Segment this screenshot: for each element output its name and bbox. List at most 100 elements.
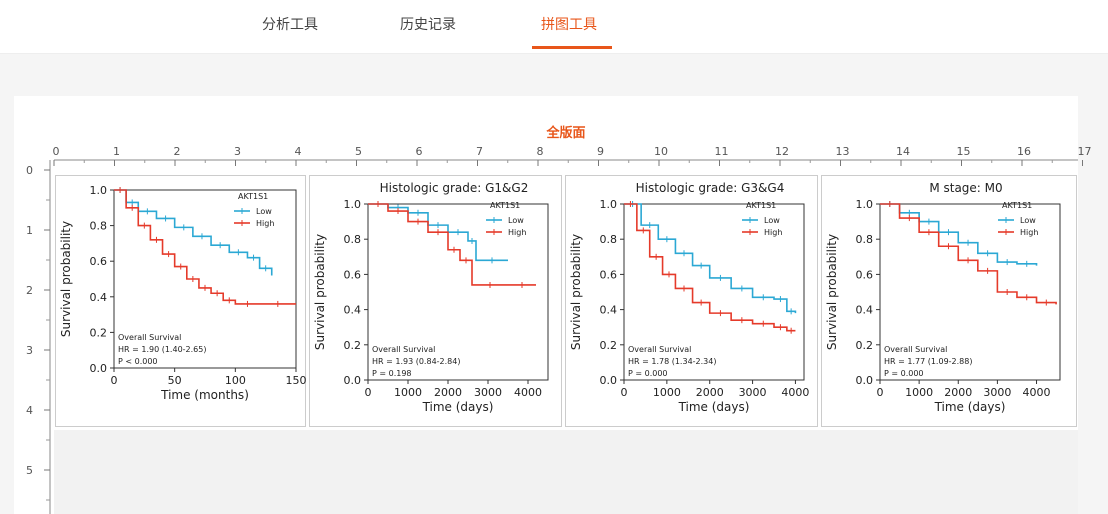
ruler-tick-label: 1 [26,224,33,237]
y-tick-label: 0.8 [344,233,362,246]
stats-text: Overall Survival [118,333,181,342]
stats-text: P < 0.000 [118,357,158,366]
x-axis-label: Time (days) [422,400,494,414]
y-tick-label: 0.6 [344,268,362,281]
legend-label-high: High [256,219,274,228]
legend-title: AKT1S1 [1002,201,1032,210]
y-tick-label: 1.0 [600,198,618,211]
y-axis-label: Survival probability [313,234,327,350]
legend-title: AKT1S1 [238,192,268,201]
ruler-tick-label: 17 [1078,145,1092,158]
x-tick-label: 0 [365,386,372,399]
ruler-tick-label: 3 [234,145,241,158]
x-tick-label: 150 [286,374,307,387]
km-plot-panel[interactable]: Histologic grade: G1&G2 1.0 0.8 0.6 0.4 0.2 0.… [309,175,562,427]
plot-title: M stage: M0 [929,181,1002,195]
x-tick-label: 4000 [514,386,542,399]
y-tick-label: 0.0 [856,374,874,387]
y-tick-label: 0.0 [344,374,362,387]
survival-curve-high [368,203,536,286]
tab-analysis-tools[interactable]: 分析工具 [262,17,318,33]
survival-curve-low [880,203,1038,266]
ruler-title: 全版面 [545,125,585,141]
empty-canvas-region [54,430,1078,514]
y-tick-label: 0.6 [856,268,874,281]
x-tick-label: 0 [621,386,628,399]
y-tick-label: 1.0 [344,198,362,211]
x-axis-label: Time (days) [678,400,750,414]
stats-text: P = 0.000 [884,369,924,378]
stats-text: HR = 1.77 (1.09-2.88) [884,357,972,366]
tab-puzzle-tools[interactable]: 拼图工具 [541,17,597,33]
ruler-tick-label: 15 [957,145,971,158]
ruler-tick-label: 0 [26,164,33,177]
x-tick-label: 50 [168,374,182,387]
ruler-tick-label: 2 [26,284,33,297]
x-axis-label: Time (days) [934,400,1006,414]
ruler-tick-label: 8 [537,145,544,158]
ruler-tick-label: 9 [597,145,604,158]
y-tick-label: 0.8 [856,233,874,246]
y-tick-label: 0.4 [90,291,108,304]
y-axis-label: Survival probability [59,221,73,337]
ruler-tick-label: 1 [113,145,120,158]
plot-title: Histologic grade: G3&G4 [636,181,785,195]
x-tick-label: 3000 [739,386,767,399]
y-tick-label: 1.0 [856,198,874,211]
y-tick-label: 0.4 [600,304,618,317]
ruler-tick-label: 7 [476,145,483,158]
ruler-tick-label: 5 [26,464,33,477]
ruler-tick-label: 0 [53,145,60,158]
stats-text: HR = 1.78 (1.34-2.34) [628,357,716,366]
km-plot-panel[interactable]: Histologic grade: G3&G4 1.0 0.8 0.6 0.4 0.2 0.… [565,175,818,427]
y-tick-label: 0.4 [344,304,362,317]
y-tick-label: 0.2 [344,339,362,352]
x-tick-label: 1000 [905,386,933,399]
legend-label-low: Low [508,216,524,225]
ruler-tick-label: 4 [295,145,302,158]
stats-text: Overall Survival [628,345,691,354]
legend-label-high: High [508,228,526,237]
km-plot-panel[interactable]: M stage: M0 1.0 0.8 0.6 0.4 0.2 0.0 0 1000 2000 30… [821,175,1077,427]
legend-label-high: High [764,228,782,237]
y-tick-label: 1.0 [90,184,108,197]
legend-label-low: Low [1020,216,1036,225]
x-tick-label: 1000 [394,386,422,399]
y-axis-label: Survival probability [569,234,583,350]
ruler-tick-label: 10 [654,145,668,158]
x-tick-label: 0 [877,386,884,399]
km-plot-panel[interactable]: 1.0 0.8 0.6 0.4 0.2 0.0 0 50 100 150 Time (months)… [55,175,307,427]
x-tick-label: 0 [111,374,118,387]
y-tick-label: 0.0 [600,374,618,387]
legend-label-high: High [1020,228,1038,237]
plot-frame [113,189,297,369]
legend-label-low: Low [256,207,272,216]
ruler-tick-label: 4 [26,404,33,417]
ruler-tick-label: 12 [775,145,789,158]
survival-curve-low [624,203,797,314]
survival-curve-high [880,203,1057,305]
y-tick-label: 0.8 [600,233,618,246]
y-tick-label: 0.2 [856,339,874,352]
plot-frame [623,203,805,381]
plot-frame [367,203,549,381]
x-tick-label: 1000 [653,386,681,399]
stats-text: HR = 1.90 (1.40-2.65) [118,345,206,354]
plot-frame [879,203,1061,381]
active-tab-underline [532,46,612,49]
y-tick-label: 0.0 [90,362,108,375]
x-tick-label: 2000 [696,386,724,399]
ruler-tick-label: 5 [355,145,362,158]
y-tick-label: 0.2 [600,339,618,352]
tab-history[interactable]: 历史记录 [400,17,456,33]
ruler-top-ticks: 0 1 2 3 4 5 6 7 8 9 10 11 12 13 14 15 16 17 [53,145,1092,166]
legend-title: AKT1S1 [490,201,520,210]
x-tick-label: 4000 [1023,386,1051,399]
stats-text: P = 0.000 [628,369,668,378]
top-navigation: 分析工具 历史记录 拼图工具 [0,0,1108,54]
legend-label-low: Low [764,216,780,225]
y-tick-label: 0.8 [90,220,108,233]
stats-text: Overall Survival [884,345,947,354]
x-axis-label: Time (months) [160,388,249,402]
